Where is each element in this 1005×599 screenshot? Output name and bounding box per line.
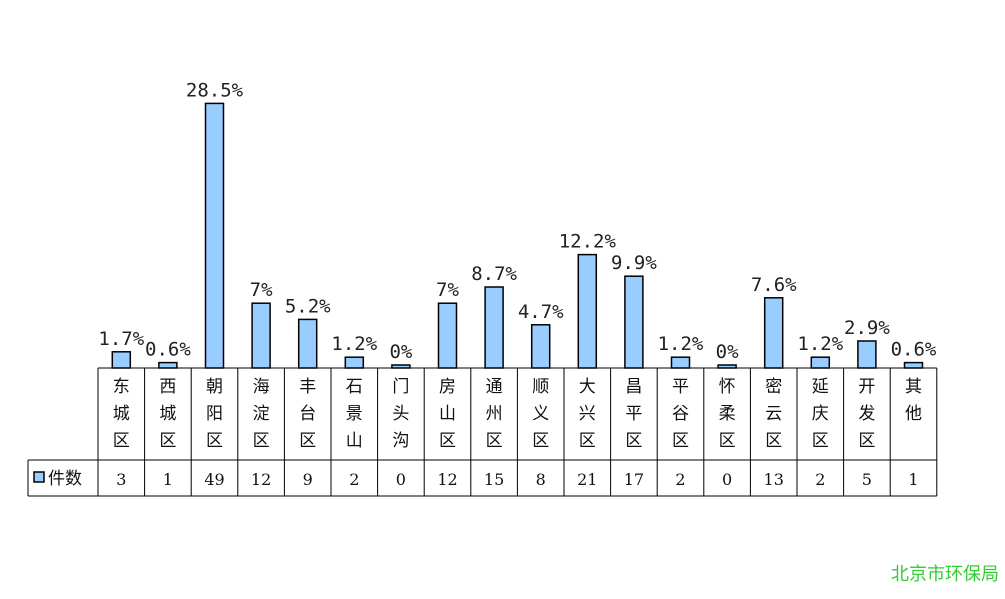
percent-label-7: 7% <box>436 279 459 301</box>
percent-label-14: 7.6% <box>751 274 797 296</box>
category-label-17: 其他 <box>905 377 922 424</box>
bar-4 <box>297 318 318 369</box>
category-label-1: 西城区 <box>159 377 176 451</box>
category-label-4: 丰台区 <box>299 377 316 451</box>
category-label-0: 东城区 <box>113 377 130 451</box>
value-cell-15: 2 <box>815 470 825 489</box>
percent-label-8: 8.7% <box>471 263 517 285</box>
value-cell-4: 9 <box>303 470 313 489</box>
percent-label-4: 5.2% <box>285 295 331 317</box>
value-cell-8: 15 <box>484 470 504 489</box>
bar-16 <box>857 340 877 369</box>
percent-label-2: 28.5% <box>186 79 244 101</box>
value-cell-17: 1 <box>908 470 918 489</box>
bars-layer <box>111 102 924 369</box>
data-table: 东城区3西城区1朝阳区49海淀区12丰台区9石景山2门头沟0房山区12通州区15… <box>27 367 938 497</box>
bar-8 <box>484 286 504 369</box>
value-cell-11: 17 <box>624 470 644 489</box>
category-label-9: 顺义区 <box>532 377 549 451</box>
percent-labels-layer: 1.7% 0.6%28.5%7%5.2%1.2% 0%7%8.7%4.7%12.2%… <box>98 79 937 363</box>
value-cell-6: 0 <box>396 470 406 489</box>
value-cell-3: 12 <box>251 470 271 489</box>
category-label-5: 石景山 <box>346 377 363 451</box>
value-cell-10: 21 <box>577 470 597 489</box>
category-label-14: 密云区 <box>765 377 782 451</box>
value-cell-5: 2 <box>349 470 359 489</box>
bar-9 <box>530 324 551 369</box>
value-cell-12: 2 <box>675 470 685 489</box>
bar-7 <box>437 302 458 369</box>
percent-label-11: 9.9% <box>611 252 657 274</box>
category-label-13: 怀柔区 <box>719 377 736 451</box>
bar-10 <box>577 253 598 369</box>
value-cell-13: 0 <box>722 470 732 489</box>
category-label-7: 房山区 <box>439 377 456 451</box>
category-label-12: 平谷区 <box>672 377 689 451</box>
value-cell-1: 1 <box>163 470 173 489</box>
value-cell-7: 12 <box>437 470 457 489</box>
percent-label-1: 0.6% <box>145 339 191 361</box>
value-cell-0: 3 <box>116 470 126 489</box>
percent-label-9: 4.7% <box>518 301 564 323</box>
bar-14 <box>763 297 784 369</box>
legend-key-icon <box>33 471 45 483</box>
bar-5 <box>344 356 365 369</box>
percent-label-15: 1.2% <box>797 333 843 355</box>
bar-0 <box>111 351 132 369</box>
category-label-6: 门头沟 <box>392 377 409 451</box>
watermark-text: 北京市环保局 <box>891 564 999 585</box>
category-label-15: 延庆区 <box>812 377 829 451</box>
value-cell-9: 8 <box>536 470 546 489</box>
value-cell-16: 5 <box>862 470 872 489</box>
percent-label-0: 1.7% <box>98 328 144 350</box>
percent-label-6: 0% <box>389 341 412 363</box>
bar-1 <box>158 361 178 369</box>
category-label-2: 朝阳区 <box>206 377 223 451</box>
percent-label-17: 0.6% <box>891 339 937 361</box>
bar-2 <box>204 102 225 369</box>
percent-label-16: 2.9% <box>844 317 890 339</box>
percent-label-12: 1.2% <box>658 333 704 355</box>
bar-12 <box>670 356 691 369</box>
value-cell-14: 13 <box>764 470 784 489</box>
category-label-3: 海淀区 <box>253 377 270 451</box>
category-label-11: 昌平区 <box>625 377 642 451</box>
legend-label: 件数 <box>48 469 82 489</box>
percent-label-13: 0% <box>716 341 739 363</box>
category-label-10: 大兴区 <box>579 377 596 451</box>
percent-label-3: 7% <box>250 279 273 301</box>
percent-label-5: 1.2% <box>331 333 377 355</box>
bar-3 <box>251 302 271 369</box>
bar-15 <box>810 356 831 369</box>
category-label-16: 开发区 <box>858 377 875 451</box>
value-cell-2: 49 <box>204 470 224 489</box>
category-label-8: 通州区 <box>486 377 503 451</box>
percent-label-10: 12.2% <box>559 231 617 253</box>
bar-11 <box>624 275 644 369</box>
bar-17 <box>903 361 924 369</box>
